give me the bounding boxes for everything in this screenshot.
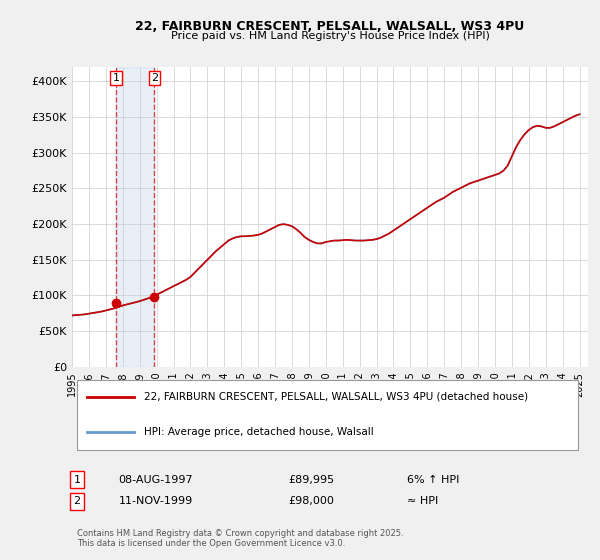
Text: £89,995: £89,995 <box>289 474 335 484</box>
Text: ≈ HPI: ≈ HPI <box>407 496 439 506</box>
Text: 22, FAIRBURN CRESCENT, PELSALL, WALSALL, WS3 4PU: 22, FAIRBURN CRESCENT, PELSALL, WALSALL,… <box>136 20 524 32</box>
Text: 08-AUG-1997: 08-AUG-1997 <box>118 474 193 484</box>
Text: 1: 1 <box>112 73 119 83</box>
Bar <box>116 67 154 367</box>
FancyBboxPatch shape <box>77 380 578 450</box>
Text: 6% ↑ HPI: 6% ↑ HPI <box>407 474 460 484</box>
Text: 1: 1 <box>74 474 80 484</box>
Text: £98,000: £98,000 <box>289 496 335 506</box>
Text: 11-NOV-1999: 11-NOV-1999 <box>118 496 193 506</box>
Text: HPI: Average price, detached house, Walsall: HPI: Average price, detached house, Wals… <box>144 427 374 437</box>
Text: Price paid vs. HM Land Registry's House Price Index (HPI): Price paid vs. HM Land Registry's House … <box>170 31 490 41</box>
Text: 2: 2 <box>74 496 81 506</box>
Text: Contains HM Land Registry data © Crown copyright and database right 2025.
This d: Contains HM Land Registry data © Crown c… <box>77 529 404 548</box>
Text: 2: 2 <box>151 73 158 83</box>
Text: 22, FAIRBURN CRESCENT, PELSALL, WALSALL, WS3 4PU (detached house): 22, FAIRBURN CRESCENT, PELSALL, WALSALL,… <box>144 392 529 402</box>
